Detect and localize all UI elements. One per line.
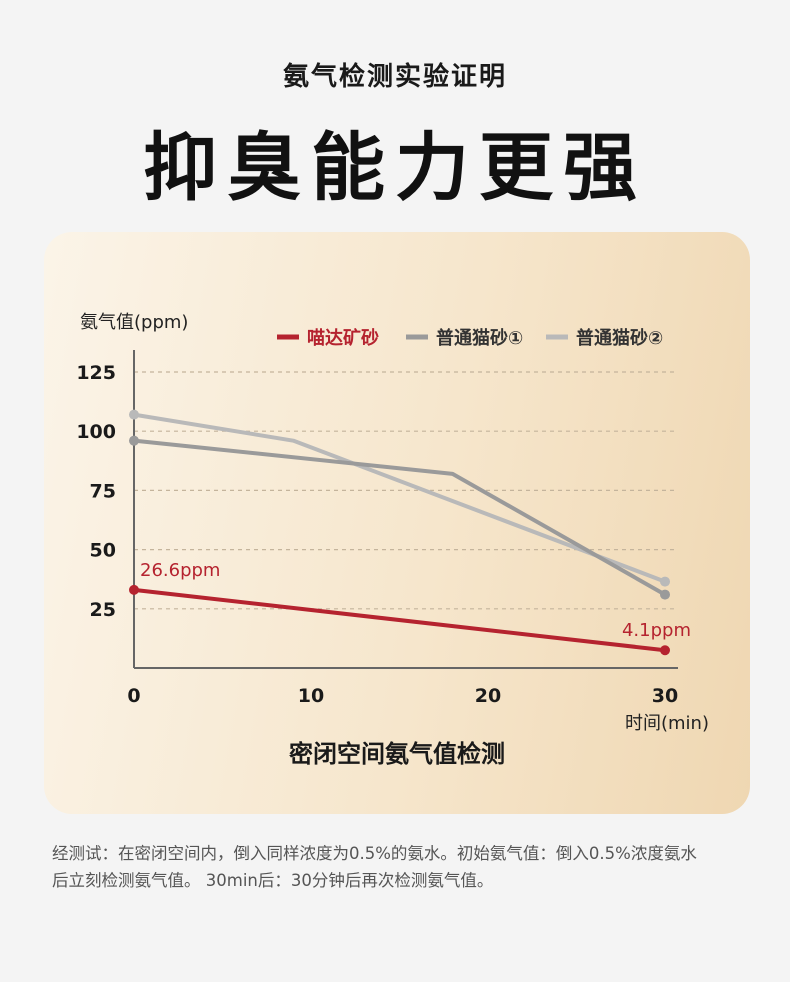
data-labels: 26.6ppm 4.1ppm	[140, 560, 691, 641]
series-lines	[129, 409, 670, 656]
y-tick-label: 25	[90, 599, 116, 621]
x-tick-label: 10	[298, 685, 324, 707]
footnote: 经测试：在密闭空间内，倒入同样浓度为0.5%的氨水。初始氨气值：倒入0.5%浓度…	[52, 840, 752, 894]
axes	[133, 350, 678, 669]
chart-title: 密闭空间氨气值检测	[289, 740, 505, 768]
legend-label: 普通猫砂①	[436, 327, 523, 349]
subtitle: 氨气检测实验证明	[282, 62, 507, 92]
legend-label: 喵达矿砂	[307, 327, 379, 349]
x-tick-label: 30	[652, 685, 678, 707]
y-axis-title: 氨气值(ppm)	[80, 312, 188, 333]
x-tick-label: 0	[127, 685, 140, 707]
y-tick-label: 50	[90, 540, 116, 562]
series-point	[129, 584, 139, 595]
x-tick-labels: 0 10 20 30	[127, 685, 678, 707]
page-title: 抑臭能力更强	[143, 125, 647, 211]
series-point	[660, 576, 670, 587]
series-line-1	[132, 587, 667, 653]
series-point	[660, 645, 670, 656]
y-tick-label: 75	[90, 480, 116, 502]
footnote-line-1: 经测试：在密闭空间内，倒入同样浓度为0.5%的氨水。初始氨气值：倒入0.5%浓度…	[52, 844, 697, 863]
chart-card: 25 50 75 100 125 0 10 20 30 氨气值(ppm) 时间(min) 喵达…	[44, 232, 750, 814]
y-tick-labels: 25 50 75 100 125	[76, 362, 116, 621]
x-tick-label: 20	[475, 685, 501, 707]
data-label: 26.6ppm	[140, 560, 220, 581]
y-tick-label: 100	[76, 421, 116, 443]
series-point	[660, 589, 670, 600]
y-tick-label: 125	[76, 362, 116, 384]
series-point	[129, 435, 139, 446]
series-point	[129, 409, 139, 420]
line-chart: 25 50 75 100 125 0 10 20 30 氨气值(ppm) 时间(min) 喵达…	[76, 312, 709, 768]
series-line-3	[132, 412, 667, 584]
x-axis-title: 时间(min)	[625, 713, 709, 734]
data-label: 4.1ppm	[622, 620, 691, 641]
footnote-line-2: 后立刻检测氨气值。 30min后：30分钟后再次检测氨气值。	[52, 871, 494, 890]
legend-label: 普通猫砂②	[576, 327, 663, 349]
legend: 喵达矿砂 普通猫砂① 普通猫砂②	[277, 327, 663, 349]
series-line-2	[132, 438, 667, 597]
